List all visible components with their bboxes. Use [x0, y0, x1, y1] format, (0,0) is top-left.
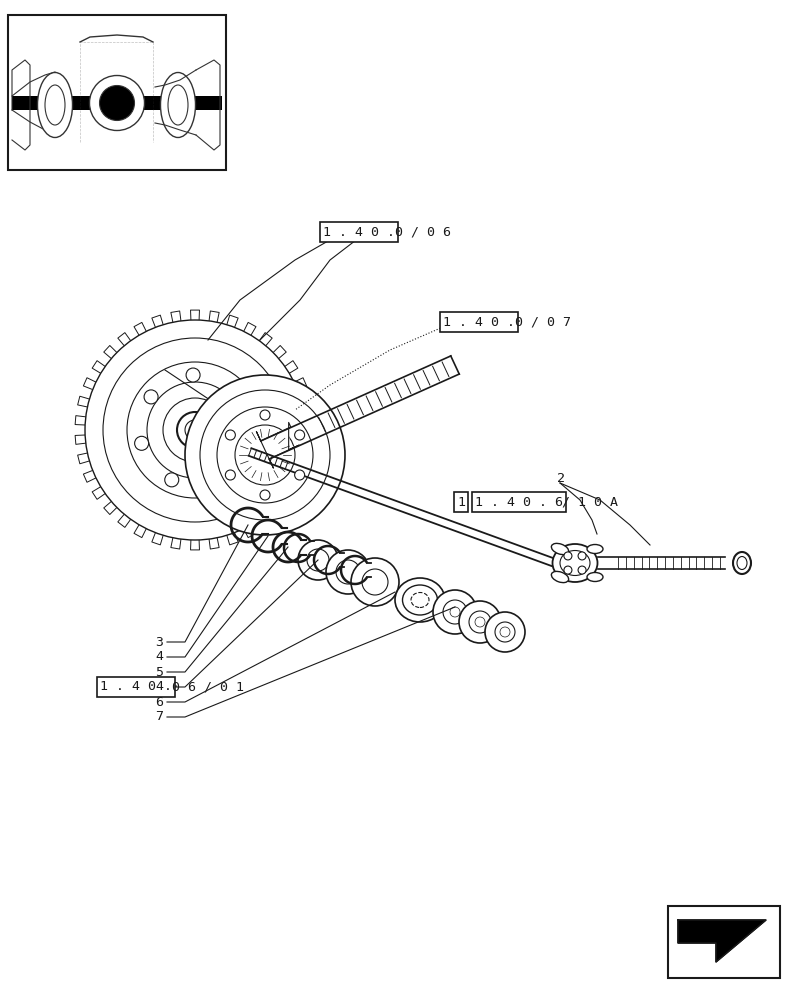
- Circle shape: [350, 558, 398, 606]
- Circle shape: [260, 410, 270, 420]
- Circle shape: [225, 430, 235, 440]
- Circle shape: [242, 433, 255, 447]
- Ellipse shape: [100, 86, 135, 121]
- Text: 2: 2: [556, 472, 564, 485]
- Bar: [667, 906, 779, 978]
- Circle shape: [135, 436, 148, 450]
- Ellipse shape: [551, 544, 597, 582]
- Circle shape: [294, 470, 304, 480]
- Text: 4: 4: [155, 650, 163, 664]
- Ellipse shape: [37, 73, 72, 138]
- Ellipse shape: [551, 571, 568, 583]
- Ellipse shape: [89, 76, 144, 131]
- Circle shape: [260, 490, 270, 500]
- Text: 7: 7: [155, 710, 163, 723]
- Circle shape: [294, 430, 304, 440]
- Circle shape: [177, 412, 212, 448]
- Text: 3: 3: [155, 636, 163, 648]
- Circle shape: [186, 368, 200, 382]
- Circle shape: [298, 540, 337, 580]
- Bar: [8, 15, 225, 170]
- Ellipse shape: [732, 552, 750, 574]
- Text: 1: 1: [457, 495, 465, 508]
- Circle shape: [458, 601, 500, 643]
- Circle shape: [432, 590, 476, 634]
- Circle shape: [144, 390, 158, 404]
- Text: 5: 5: [155, 666, 163, 678]
- Polygon shape: [677, 920, 765, 962]
- Ellipse shape: [586, 572, 603, 582]
- Text: 4: 4: [155, 680, 163, 694]
- Ellipse shape: [168, 85, 188, 125]
- Text: 0 / 0 6: 0 / 0 6: [394, 226, 450, 239]
- Text: 1 . 4 0 .: 1 . 4 0 .: [443, 316, 514, 328]
- Polygon shape: [256, 422, 299, 468]
- Ellipse shape: [394, 578, 444, 622]
- Text: 1 . 4 0 .: 1 . 4 0 .: [323, 226, 394, 239]
- Text: 1 . 4 0 .: 1 . 4 0 .: [100, 680, 172, 694]
- Circle shape: [484, 612, 525, 652]
- Circle shape: [230, 387, 243, 401]
- Text: 6: 6: [155, 696, 163, 708]
- Circle shape: [225, 470, 235, 480]
- Bar: [12, 96, 221, 110]
- Circle shape: [185, 375, 345, 535]
- Text: 1 . 4 0 . 6: 1 . 4 0 . 6: [474, 495, 562, 508]
- Text: 0 / 0 7: 0 / 0 7: [514, 316, 570, 328]
- Circle shape: [165, 473, 178, 487]
- Text: 0 6 / 0 1: 0 6 / 0 1: [172, 680, 243, 694]
- Circle shape: [563, 552, 571, 560]
- Circle shape: [577, 566, 586, 574]
- Circle shape: [563, 566, 571, 574]
- Circle shape: [212, 472, 225, 486]
- Circle shape: [325, 550, 370, 594]
- Ellipse shape: [45, 85, 65, 125]
- Ellipse shape: [161, 73, 195, 138]
- Ellipse shape: [586, 544, 603, 554]
- Ellipse shape: [551, 543, 568, 555]
- Text: / 1 0 A: / 1 0 A: [561, 495, 617, 508]
- Circle shape: [577, 552, 586, 560]
- Circle shape: [85, 320, 305, 540]
